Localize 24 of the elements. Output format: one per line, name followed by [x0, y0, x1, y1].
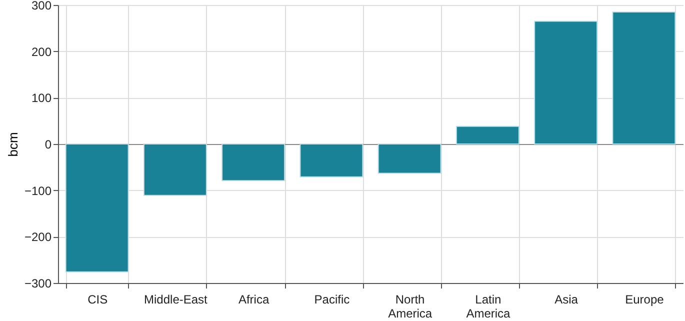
x-tick-label: Asia: [554, 292, 578, 306]
y-tick-label: 100: [31, 91, 52, 106]
x-tick-label: Middle-East: [144, 292, 208, 306]
y-tick-label: −300: [24, 276, 52, 290]
x-tick-label: Africa: [238, 292, 270, 306]
x-tick-label: Latin America: [466, 292, 511, 320]
bar: [612, 11, 676, 144]
bar: [65, 144, 129, 272]
x-tick-label: North America: [388, 292, 432, 320]
bar: [534, 20, 598, 144]
x-tick-label: Pacific: [314, 292, 350, 306]
y-tick-label: −100: [24, 184, 52, 198]
bar: [378, 144, 442, 174]
bar: [456, 126, 520, 144]
x-tick-label: CIS: [88, 292, 108, 306]
bar: [300, 144, 364, 178]
y-tick-label: −200: [24, 230, 52, 244]
y-tick-label: 0: [44, 138, 52, 152]
x-tick-label: Europe: [625, 292, 664, 306]
y-tick-label: 200: [31, 44, 52, 59]
bar: [143, 144, 207, 196]
bar: [222, 144, 286, 182]
y-axis-title: bcm: [5, 132, 20, 157]
y-tick-label: 300: [31, 0, 52, 12]
